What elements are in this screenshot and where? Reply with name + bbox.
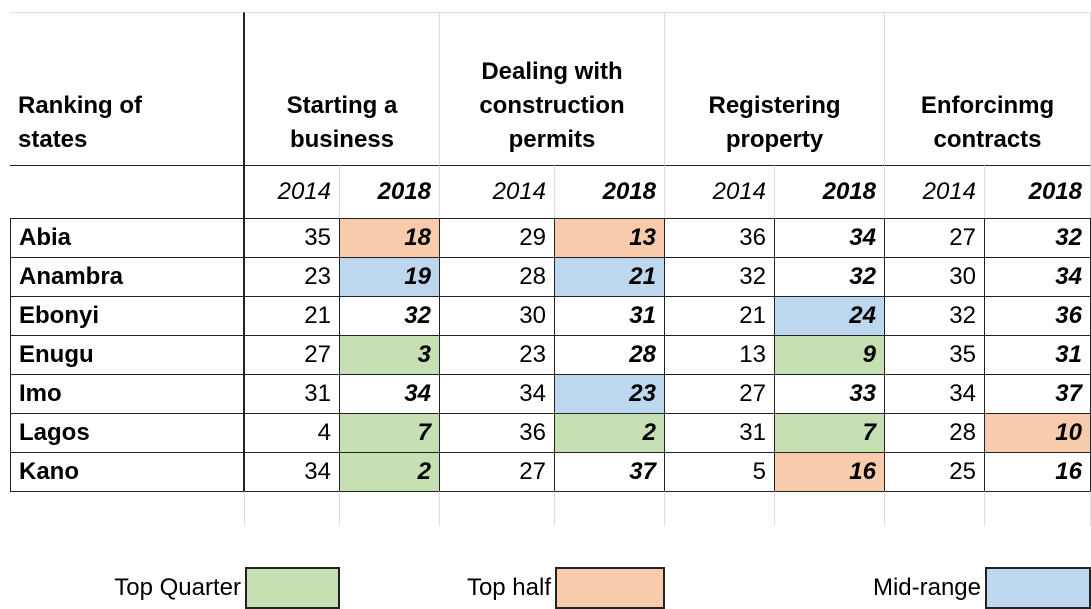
rank-cell: 19 bbox=[340, 257, 440, 296]
year-header: 2014 bbox=[665, 165, 775, 218]
rank-cell: 24 bbox=[775, 296, 885, 335]
legend-swatch bbox=[245, 567, 340, 609]
blank-cell bbox=[245, 491, 340, 526]
rank-cell: 18 bbox=[340, 218, 440, 257]
rank-cell: 27 bbox=[245, 335, 340, 374]
rank-cell: 36 bbox=[665, 218, 775, 257]
state-name: Ebonyi bbox=[10, 296, 245, 335]
blank-cell bbox=[885, 491, 985, 526]
group-header: Registering property bbox=[665, 12, 885, 165]
rank-cell: 9 bbox=[775, 335, 885, 374]
group-header: Enforcinmg contracts bbox=[885, 12, 1091, 165]
legend-label: Top half bbox=[466, 574, 551, 601]
rank-cell: 32 bbox=[985, 218, 1091, 257]
rank-cell: 13 bbox=[665, 335, 775, 374]
rank-cell: 34 bbox=[985, 257, 1091, 296]
year-header: 2018 bbox=[985, 165, 1091, 218]
blank-cell bbox=[440, 491, 555, 526]
year-header: 2014 bbox=[440, 165, 555, 218]
rank-cell: 30 bbox=[440, 296, 555, 335]
corner-header: Ranking of states bbox=[10, 12, 245, 165]
rank-cell: 21 bbox=[665, 296, 775, 335]
rank-cell: 23 bbox=[440, 335, 555, 374]
rank-cell: 4 bbox=[245, 413, 340, 452]
rank-cell: 10 bbox=[985, 413, 1091, 452]
rank-cell: 7 bbox=[340, 413, 440, 452]
rank-cell: 31 bbox=[665, 413, 775, 452]
rank-cell: 32 bbox=[665, 257, 775, 296]
year-header: 2018 bbox=[775, 165, 885, 218]
rank-cell: 31 bbox=[555, 296, 665, 335]
rank-cell: 5 bbox=[665, 452, 775, 491]
state-name: Kano bbox=[10, 452, 245, 491]
rank-cell: 34 bbox=[340, 374, 440, 413]
year-header: 2014 bbox=[885, 165, 985, 218]
rank-cell: 27 bbox=[885, 218, 985, 257]
rank-cell: 25 bbox=[885, 452, 985, 491]
rank-cell: 34 bbox=[245, 452, 340, 491]
rank-cell: 13 bbox=[555, 218, 665, 257]
rank-cell: 27 bbox=[440, 452, 555, 491]
rank-cell: 30 bbox=[885, 257, 985, 296]
rank-cell: 37 bbox=[555, 452, 665, 491]
rank-cell: 27 bbox=[665, 374, 775, 413]
legend-label: Top Quarter bbox=[114, 574, 241, 601]
year-header: 2018 bbox=[555, 165, 665, 218]
rank-cell: 21 bbox=[245, 296, 340, 335]
year-header: 2018 bbox=[340, 165, 440, 218]
state-name: Lagos bbox=[10, 413, 245, 452]
rank-cell: 31 bbox=[245, 374, 340, 413]
blank-cell bbox=[985, 491, 1091, 526]
rank-cell: 36 bbox=[985, 296, 1091, 335]
rank-cell: 28 bbox=[440, 257, 555, 296]
rank-cell: 36 bbox=[440, 413, 555, 452]
rank-cell: 34 bbox=[885, 374, 985, 413]
rank-cell: 35 bbox=[245, 218, 340, 257]
legend-swatch bbox=[985, 567, 1091, 609]
blank-cell bbox=[665, 491, 775, 526]
rank-cell: 3 bbox=[340, 335, 440, 374]
rank-cell: 32 bbox=[885, 296, 985, 335]
rank-cell: 23 bbox=[245, 257, 340, 296]
group-header: Dealing with construction permits bbox=[440, 12, 665, 165]
blank-cell bbox=[340, 491, 440, 526]
rank-cell: 35 bbox=[885, 335, 985, 374]
state-name: Abia bbox=[10, 218, 245, 257]
group-header: Starting a business bbox=[245, 12, 440, 165]
rank-cell: 16 bbox=[775, 452, 885, 491]
rank-cell: 28 bbox=[555, 335, 665, 374]
rank-cell: 21 bbox=[555, 257, 665, 296]
rank-cell: 23 bbox=[555, 374, 665, 413]
blank-cell bbox=[555, 491, 665, 526]
rank-cell: 33 bbox=[775, 374, 885, 413]
rank-cell: 32 bbox=[775, 257, 885, 296]
state-name: Imo bbox=[10, 374, 245, 413]
rank-cell: 37 bbox=[985, 374, 1091, 413]
year-header: 2014 bbox=[245, 165, 340, 218]
legend-label: Mid-range bbox=[872, 574, 981, 601]
rank-cell: 2 bbox=[555, 413, 665, 452]
rank-cell: 34 bbox=[440, 374, 555, 413]
blank-cell bbox=[10, 491, 245, 526]
rank-cell: 28 bbox=[885, 413, 985, 452]
blank-cell bbox=[10, 165, 245, 218]
blank-cell bbox=[775, 491, 885, 526]
state-name: Anambra bbox=[10, 257, 245, 296]
rank-cell: 16 bbox=[985, 452, 1091, 491]
rank-cell: 7 bbox=[775, 413, 885, 452]
state-name: Enugu bbox=[10, 335, 245, 374]
rank-cell: 29 bbox=[440, 218, 555, 257]
rank-cell: 32 bbox=[340, 296, 440, 335]
rank-cell: 2 bbox=[340, 452, 440, 491]
rank-cell: 34 bbox=[775, 218, 885, 257]
legend-swatch bbox=[555, 567, 665, 609]
rank-cell: 31 bbox=[985, 335, 1091, 374]
